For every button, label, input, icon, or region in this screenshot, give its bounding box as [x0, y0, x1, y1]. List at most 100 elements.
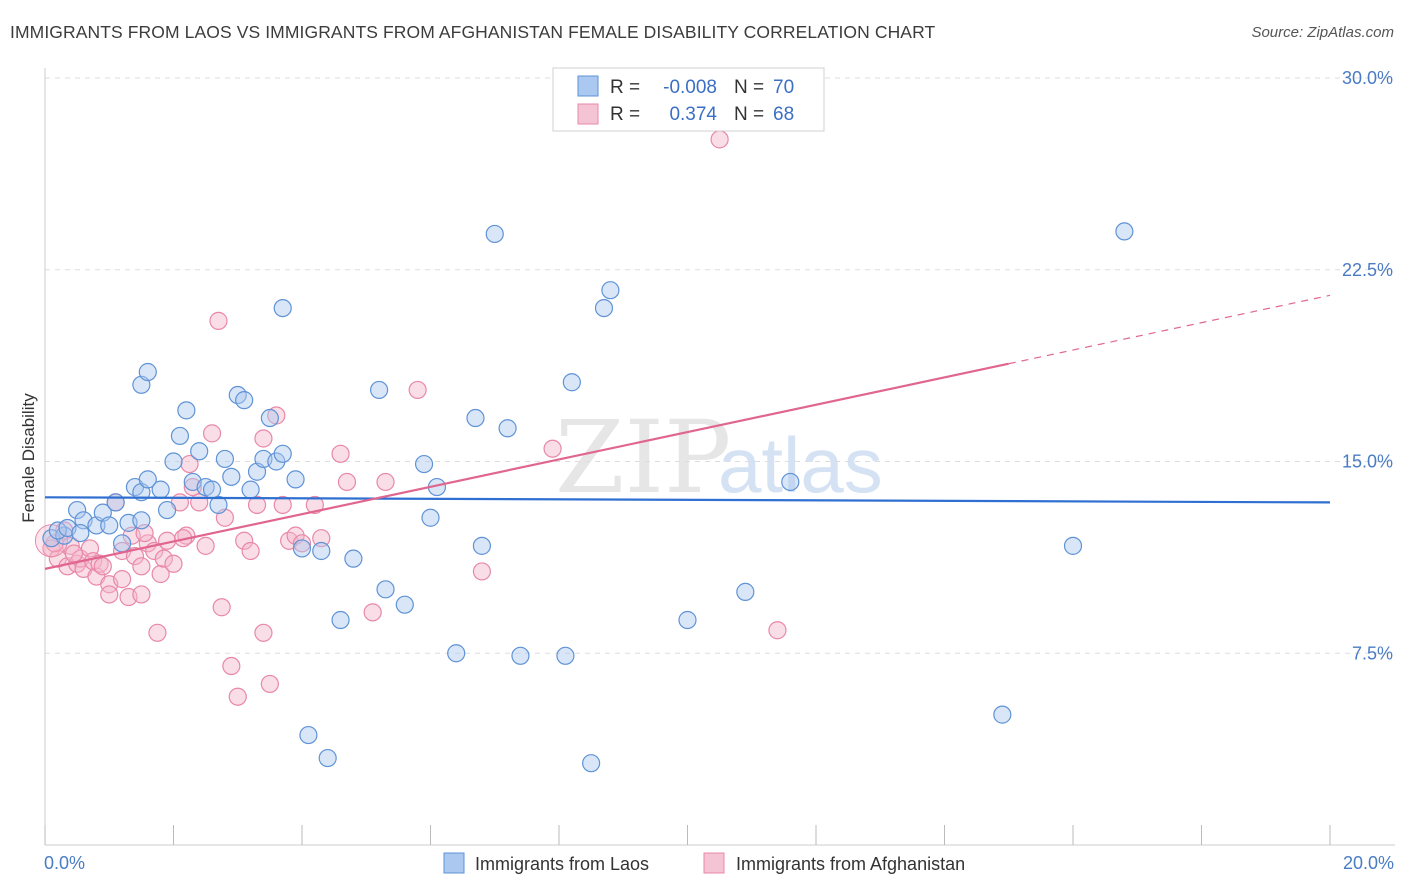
legend-swatch-afghanistan — [577, 103, 599, 125]
laos-point-19 — [177, 401, 196, 420]
laos-point-64 — [1115, 222, 1134, 241]
laos-point-56 — [582, 754, 601, 773]
laos-point-49 — [447, 644, 466, 663]
laos-point-29 — [241, 480, 260, 499]
afghanistan-point-55 — [337, 472, 357, 492]
laos-trend-line — [44, 496, 1331, 504]
laos-point-38 — [299, 725, 318, 745]
laos-point-44 — [376, 580, 395, 599]
afghanistan-point-60 — [543, 439, 562, 458]
laos-point-46 — [414, 454, 434, 474]
afghanistan-point-34 — [190, 493, 209, 512]
laos-point-60 — [736, 582, 755, 601]
watermark-zip: ZIP — [555, 399, 731, 516]
laos-point-45 — [395, 595, 414, 614]
bottom-legend-label-afghanistan: Immigrants from Afghanistan — [736, 854, 965, 874]
laos-point-67 — [71, 523, 90, 543]
laos-point-6 — [100, 516, 119, 535]
afghanistan-point-59 — [472, 562, 491, 581]
y-tick-labels: 7.5% 15.0% 22.5% 30.0% — [1342, 68, 1393, 663]
afghanistan-point-43 — [241, 541, 260, 561]
laos-point-40 — [318, 748, 337, 768]
y-tick-label-1: 15.0% — [1342, 452, 1393, 472]
x-tick-label-min: 0.0% — [44, 853, 85, 873]
legend-n-label-afghanistan: N = — [734, 104, 764, 125]
afghanistan-point-44 — [247, 495, 267, 515]
afghanistan-point-21 — [132, 585, 151, 604]
laos-point-61 — [781, 472, 800, 492]
afghanistan-point-33 — [183, 477, 202, 497]
laos-point-8 — [112, 534, 132, 553]
x-tick-label-max: 20.0% — [1343, 853, 1394, 873]
y-axis-label: Female Disability — [19, 393, 38, 523]
afghanistan-point-12 — [93, 557, 112, 576]
laos-point-53 — [498, 419, 517, 438]
afghanistan-point-22 — [132, 557, 151, 576]
source-label: Source: ZipAtlas.com — [1251, 24, 1394, 41]
afghanistan-point-35 — [196, 536, 215, 555]
afghanistan-point-26 — [151, 564, 170, 584]
laos-point-42 — [344, 549, 363, 568]
laos-point-26 — [222, 467, 241, 486]
bottom-legend: Immigrants from Laos Immigrants from Afg… — [443, 852, 965, 874]
bottom-legend-swatch-afghanistan — [703, 852, 725, 874]
laos-point-17 — [164, 452, 183, 471]
laos-point-14 — [132, 511, 151, 530]
laos-point-47 — [421, 508, 440, 527]
legend-r-value-afghanistan: 0.374 — [669, 104, 717, 125]
afghanistan-point-57 — [376, 472, 395, 492]
laos-point-41 — [331, 610, 350, 630]
afghanistan-point-56 — [363, 603, 382, 622]
afghanistan-point-38 — [212, 598, 231, 617]
laos-points — [42, 222, 1134, 773]
afghanistan-point-37 — [209, 311, 228, 330]
afghanistan-point-20 — [125, 546, 145, 566]
gridlines — [45, 77, 1395, 654]
laos-point-18 — [170, 426, 190, 446]
watermark-atlas: atlas — [718, 421, 883, 509]
legend-r-label-afghanistan: R = — [610, 104, 640, 125]
afghanistan-point-36 — [202, 424, 222, 443]
afghanistan-point-53 — [312, 529, 331, 548]
laos-point-63 — [1063, 536, 1083, 555]
laos-point-2 — [68, 500, 87, 520]
afghanistan-point-27 — [154, 549, 173, 568]
legend-r-value-laos: -0.008 — [663, 77, 717, 98]
legend-r-label-laos: R = — [610, 77, 640, 98]
laos-point-37 — [292, 539, 312, 558]
laos-point-25 — [215, 449, 234, 469]
laos-point-55 — [562, 373, 581, 392]
afghanistan-trend-line-extension — [1008, 294, 1331, 365]
laos-point-39 — [312, 541, 331, 561]
afghanistan-point-40 — [222, 656, 241, 676]
y-tick-label-0: 7.5% — [1352, 643, 1393, 663]
afghanistan-point-45 — [254, 623, 273, 642]
afghanistan-point-17 — [112, 570, 132, 589]
afghanistan-point-25 — [148, 623, 167, 642]
chart-title: IMMIGRANTS FROM LAOS VS IMMIGRANTS FROM … — [10, 22, 936, 42]
laos-point-62 — [993, 705, 1012, 724]
laos-point-34 — [273, 444, 292, 463]
afghanistan-trend-line — [44, 362, 1009, 570]
laos-point-32 — [260, 408, 279, 428]
laos-point-50 — [466, 408, 485, 428]
afghanistan-point-67 — [254, 429, 273, 448]
afghanistan-point-41 — [228, 687, 247, 706]
laos-point-51 — [472, 536, 491, 555]
afghanistan-point-11 — [90, 554, 109, 573]
laos-point-69 — [511, 646, 530, 665]
laos-point-24 — [209, 495, 228, 515]
laos-point-52 — [485, 224, 504, 244]
afghanistan-point-42 — [235, 531, 254, 550]
afghanistan-point-14 — [100, 585, 119, 604]
afghanistan-point-64 — [64, 544, 84, 563]
afghanistan-point-29 — [164, 554, 183, 573]
legend-n-label-laos: N = — [734, 77, 764, 98]
laos-point-21 — [190, 442, 209, 461]
laos-point-57 — [594, 299, 614, 318]
laos-point-36 — [286, 470, 305, 489]
y-tick-label-3: 30.0% — [1342, 68, 1393, 88]
legend-n-value-laos: 70 — [773, 77, 794, 98]
afghanistan-point-46 — [260, 674, 279, 694]
trend-lines — [44, 294, 1331, 570]
